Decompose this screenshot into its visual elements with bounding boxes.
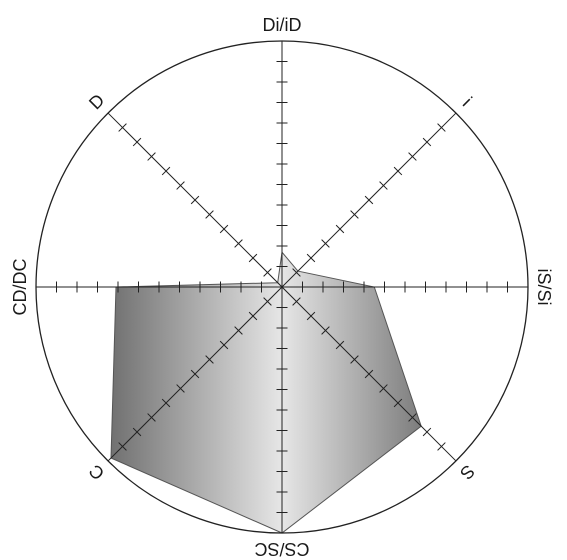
axis-tick [408,152,417,161]
axis-tick [393,398,403,408]
axis-labels-layer: Di/iD i iS/Si S CS/SC C CD/DC D [10,15,554,559]
axis-tick [364,369,374,379]
axis-tick [205,355,214,364]
axis-tick [263,297,272,306]
axis-tick [306,311,316,321]
axis-tick [335,224,345,234]
axis-tick [393,166,403,176]
axis-tick [234,326,243,335]
axis-tick [437,442,446,451]
data-area-layer [110,251,422,534]
axis-tick [103,456,113,466]
axis-label-is-si: iS/Si [534,268,554,305]
axis-label-i: i [459,93,476,110]
axis-tick [350,210,359,219]
axis-tick [335,340,345,350]
axis-tick [350,355,359,364]
axes-layer [35,40,529,534]
axis-label-c: C [85,461,108,484]
axis-tick [219,224,229,234]
axis-tick [205,210,214,219]
axis-tick [190,195,200,205]
axis-tick [451,456,461,466]
axis-label-di-id: Di/iD [263,15,302,35]
data-polygon-0 [110,251,422,534]
axis-tick [379,181,388,190]
axis-tick [161,166,171,176]
axis-tick [292,297,301,306]
axis-tick [437,123,446,132]
axis-tick [103,108,113,118]
axis-tick [234,239,243,248]
axis-label-cd-dc: CD/DC [10,259,30,316]
axis-tick [219,340,229,350]
axis-tick [451,108,461,118]
axis-tick [118,123,127,132]
axis-tick [176,384,185,393]
axis-tick [176,181,185,190]
axis-tick [422,427,432,437]
axis-tick [408,413,417,422]
axis-tick [306,253,316,263]
axis-label-cs-sc: CS/SC [254,539,309,559]
axis-tick [147,152,156,161]
axis-tick [132,427,142,437]
axis-tick [190,369,200,379]
axis-tick [364,195,374,205]
axis-tick [118,442,127,451]
axis-label-s: S [456,461,479,484]
axis-tick [161,398,171,408]
axis-tick [321,239,330,248]
axis-tick [321,326,330,335]
axis-tick [147,413,156,422]
axis-tick [132,137,142,147]
axis-tick [248,253,258,263]
axis-tick [263,268,272,277]
axis-label-d: D [85,90,108,113]
axis-tick [248,311,258,321]
axis-tick [292,268,301,277]
axis-tick [422,137,432,147]
axis-tick [379,384,388,393]
